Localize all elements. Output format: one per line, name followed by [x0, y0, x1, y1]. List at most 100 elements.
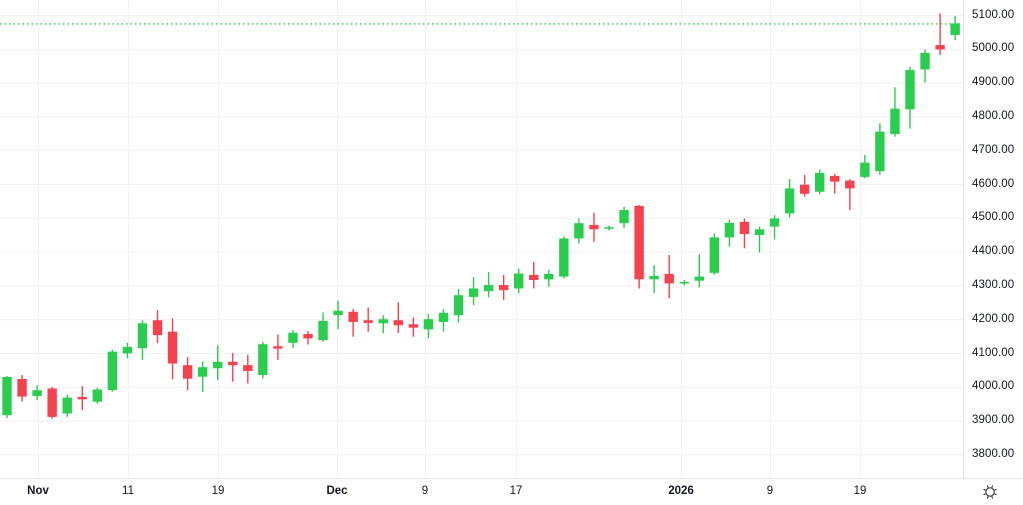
price-tick-label: 4400.00 — [972, 245, 1015, 258]
candle-body — [62, 397, 72, 414]
gear-tooth — [991, 495, 994, 499]
price-tick-label: 4000.00 — [972, 380, 1015, 393]
candle-body — [17, 379, 27, 397]
candle-body — [47, 388, 57, 417]
candle-body — [905, 70, 915, 110]
candle-body — [2, 376, 12, 416]
price-tick-label: 4600.00 — [972, 177, 1015, 190]
candle-body — [77, 396, 87, 400]
price-tick-label: 4500.00 — [972, 211, 1015, 224]
candle-body — [408, 324, 419, 328]
candle-body — [634, 205, 644, 280]
candle-body — [32, 390, 42, 396]
time-tick-label: 9 — [421, 485, 429, 497]
candle-body — [514, 273, 524, 289]
settings-gear-icon — [983, 485, 997, 499]
gear-tooth — [986, 485, 989, 489]
candle-body — [152, 320, 163, 336]
candle-body — [438, 312, 449, 322]
gear-tooth — [986, 495, 989, 499]
candle-body — [950, 23, 960, 35]
price-axis[interactable]: 5100.00 5000.00 4900.00 4800.00 4700.00 4600.… — [963, 0, 1023, 478]
candle-body — [363, 320, 373, 323]
candle-body — [197, 367, 208, 377]
candle-body — [619, 210, 629, 224]
candle-body — [137, 323, 148, 349]
candle-body — [498, 285, 509, 291]
candle-body — [273, 346, 283, 349]
candle-body — [559, 238, 569, 277]
candle-body — [483, 285, 494, 292]
candle-body — [739, 221, 750, 235]
candle-body — [604, 227, 614, 229]
candle-body — [122, 346, 133, 354]
gear-tooth — [983, 488, 987, 491]
candle-body — [649, 275, 659, 280]
time-tick-label: 11 — [122, 485, 134, 497]
time-tick-label: Dec — [326, 485, 348, 497]
candle-body — [318, 320, 328, 341]
candle-body — [920, 52, 930, 70]
time-tick-label: 19 — [211, 485, 225, 497]
gear-tooth — [991, 485, 994, 489]
candle-body — [167, 331, 178, 364]
candle-body — [574, 223, 584, 239]
candle-body — [875, 131, 885, 172]
candle-body — [243, 365, 253, 371]
time-tick-label: 19 — [853, 485, 867, 497]
price-tick-label: 5000.00 — [972, 42, 1015, 55]
price-tick-label: 4300.00 — [972, 278, 1015, 291]
price-tick-label: 4900.00 — [972, 76, 1015, 89]
price-tick-label: 4800.00 — [972, 109, 1015, 122]
candle-body — [724, 222, 735, 238]
candle-body — [769, 218, 780, 227]
candle-body — [288, 332, 298, 343]
gear-tooth — [993, 488, 997, 491]
time-tick-label: 9 — [766, 485, 774, 497]
candle-body — [228, 361, 238, 366]
candle-body — [709, 237, 720, 273]
time-tick-label: 17 — [509, 485, 523, 497]
candle-body — [664, 273, 674, 284]
candle-body — [784, 188, 795, 214]
price-tick-label: 4200.00 — [972, 312, 1015, 325]
candle-body — [423, 319, 434, 330]
gear-tooth — [983, 493, 987, 496]
candle-body — [92, 389, 102, 402]
time-tick-label: 2026 — [668, 485, 694, 497]
candle-body — [754, 229, 765, 236]
price-tick-label: 4100.00 — [972, 346, 1015, 359]
candle-body — [333, 310, 343, 316]
price-tick-label: 5100.00 — [972, 8, 1015, 21]
candle-body — [544, 273, 554, 280]
candle-body — [348, 311, 358, 322]
candle-body — [935, 45, 945, 50]
candle-body — [890, 108, 900, 134]
candle-body — [799, 184, 810, 194]
candle-body — [815, 172, 825, 192]
price-tick-label: 3800.00 — [972, 447, 1015, 460]
candle-body — [182, 365, 193, 379]
time-axis[interactable]: Nov 11 19 Dec 9 17 2026 9 19 — [0, 478, 1023, 505]
candle-body — [694, 276, 704, 281]
candle-body — [393, 320, 403, 326]
time-tick-label: Nov — [27, 485, 49, 497]
plot-area[interactable] — [0, 0, 963, 478]
candle-body — [303, 334, 313, 339]
settings-gear-button[interactable] — [976, 481, 1004, 503]
gear-tooth — [993, 493, 997, 496]
candle-body — [679, 282, 689, 284]
candle-body — [107, 351, 118, 391]
price-tick-label: 4700.00 — [972, 143, 1015, 156]
candle-body — [529, 274, 539, 280]
candle-body — [468, 288, 479, 297]
candle-body — [378, 319, 388, 324]
candle-body — [258, 344, 268, 375]
candle-body — [845, 180, 855, 189]
candle-body — [860, 162, 870, 177]
candle-body — [213, 361, 223, 369]
price-tick-label: 3900.00 — [972, 414, 1015, 427]
candle-body — [453, 295, 464, 316]
candle-body — [830, 175, 840, 182]
